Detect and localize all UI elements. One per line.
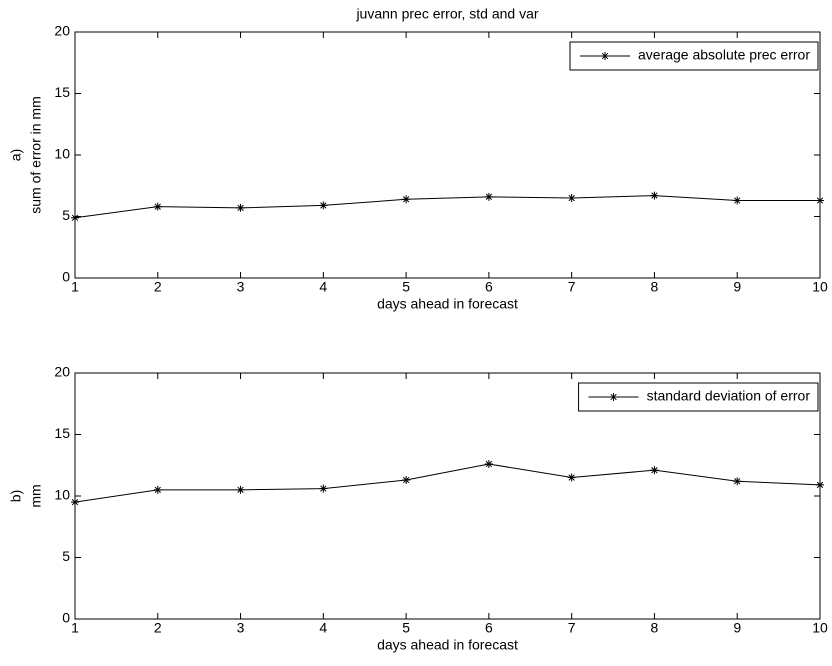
y-tick-label: 20 bbox=[54, 23, 70, 39]
panel-label: b) bbox=[8, 490, 24, 502]
x-tick-label: 4 bbox=[319, 279, 327, 295]
y-tick-label: 5 bbox=[62, 548, 70, 564]
x-tick-label: 10 bbox=[812, 620, 828, 636]
x-tick-label: 5 bbox=[402, 279, 410, 295]
x-tick-label: 8 bbox=[651, 279, 659, 295]
y-tick-label: 0 bbox=[62, 269, 70, 285]
x-tick-label: 5 bbox=[402, 620, 410, 636]
data-point bbox=[567, 194, 576, 203]
chart-title: juvann prec error, std and var bbox=[355, 6, 538, 22]
x-tick-label: 7 bbox=[568, 620, 576, 636]
x-tick-label: 2 bbox=[154, 279, 162, 295]
y-tick-label: 15 bbox=[54, 425, 70, 441]
x-tick-label: 9 bbox=[733, 279, 741, 295]
x-tick-label: 6 bbox=[485, 620, 493, 636]
legend: average absolute prec error bbox=[569, 41, 819, 71]
data-point bbox=[153, 202, 162, 211]
data-point bbox=[484, 460, 493, 469]
x-tick-label: 6 bbox=[485, 279, 493, 295]
series-line bbox=[74, 463, 821, 503]
y-tick-label: 15 bbox=[54, 84, 70, 100]
data-point bbox=[816, 480, 824, 489]
data-point bbox=[319, 201, 328, 210]
data-point bbox=[71, 213, 79, 222]
data-point bbox=[484, 192, 493, 201]
x-tick-label: 8 bbox=[651, 620, 659, 636]
data-point bbox=[236, 203, 245, 212]
x-tick-label: 4 bbox=[319, 620, 327, 636]
y-tick-label: 5 bbox=[62, 207, 70, 223]
data-point bbox=[733, 477, 742, 486]
data-point bbox=[650, 191, 659, 200]
y-tick-label: 20 bbox=[54, 364, 70, 380]
data-point bbox=[402, 476, 411, 485]
data-point bbox=[816, 196, 824, 205]
data-point bbox=[567, 473, 576, 482]
x-tick-label: 2 bbox=[154, 620, 162, 636]
x-axis-label: days ahead in forecast bbox=[377, 637, 518, 653]
data-point bbox=[650, 466, 659, 475]
x-tick-label: 9 bbox=[733, 620, 741, 636]
x-tick-label: 3 bbox=[237, 620, 245, 636]
data-point bbox=[733, 196, 742, 205]
x-tick-label: 3 bbox=[237, 279, 245, 295]
legend: standard deviation of error bbox=[578, 382, 819, 412]
y-axis-label: sum of error in mm bbox=[28, 96, 44, 213]
data-point bbox=[153, 485, 162, 494]
x-tick-label: 7 bbox=[568, 279, 576, 295]
y-tick-label: 0 bbox=[62, 610, 70, 626]
legend-marker bbox=[601, 52, 609, 60]
legend-label: average absolute prec error bbox=[638, 47, 810, 63]
y-axis-label: mm bbox=[28, 484, 44, 507]
y-tick-label: 10 bbox=[54, 487, 70, 503]
panel-label: a) bbox=[8, 149, 24, 161]
legend-marker bbox=[609, 393, 618, 401]
x-tick-label: 1 bbox=[71, 620, 79, 636]
data-point bbox=[402, 195, 411, 204]
data-point bbox=[71, 498, 79, 507]
x-axis-label: days ahead in forecast bbox=[377, 296, 518, 312]
legend-label: standard deviation of error bbox=[647, 388, 811, 404]
data-point bbox=[236, 485, 245, 494]
series-line bbox=[74, 195, 820, 219]
x-tick-label: 1 bbox=[71, 279, 79, 295]
y-tick-label: 10 bbox=[54, 146, 70, 162]
data-point bbox=[319, 484, 328, 493]
x-tick-label: 10 bbox=[812, 279, 828, 295]
